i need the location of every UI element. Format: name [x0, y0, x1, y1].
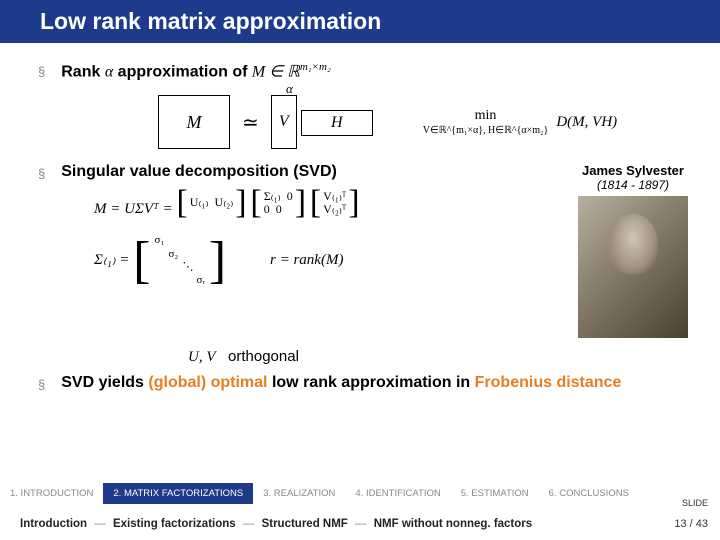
bullet-1: § Rank α approximation of M ∈ ℝm₁×m₂	[38, 61, 682, 81]
s22: 0	[276, 202, 282, 216]
section-nav: 1. INTRODUCTION 2. MATRIX FACTORIZATIONS…	[0, 483, 720, 504]
d0: σ₁	[154, 234, 204, 247]
sylvester-block: James Sylvester (1814 - 1897)	[578, 163, 688, 338]
bullet-3: § SVD yields (global) optimal low rank a…	[38, 374, 682, 392]
nav-3[interactable]: 3. REALIZATION	[253, 483, 345, 504]
slide-number: 13 / 43	[674, 518, 708, 530]
nav-6[interactable]: 6. CONCLUSIONS	[539, 483, 639, 504]
svd-eq2: Σ₍₁₎ = [ σ₁ σ₂ ⋱ σᵣ ] r = rank(M)	[94, 232, 578, 289]
crumb-2[interactable]: Structured NMF	[262, 518, 348, 530]
b1-alpha: α	[105, 63, 113, 80]
matrix-H: H	[301, 110, 373, 136]
crumb-3[interactable]: NMF without nonneg. factors	[374, 518, 532, 530]
min-expression: min V∈ℝ^{m₁×α}, H∈ℝ^{α×m₂}	[423, 108, 549, 137]
v1: V₍₁₎ᵀ	[323, 190, 346, 203]
matrix-V: V	[271, 95, 297, 149]
sylvester-dates: (1814 - 1897)	[578, 178, 688, 192]
eq2-lhs: Σ₍₁₎ =	[94, 252, 129, 268]
factorization-diagram: α M ≃ V H min V∈ℝ^{m₁×α}, H∈ℝ^{α×m₂} D(M…	[158, 95, 682, 149]
svd-eq1: M = UΣVᵀ = [U₍₁₎U₍₂₎] [Σ₍₁₎ 00 0] [V₍₁₎ᵀ…	[94, 189, 578, 218]
b3-h2: Frobenius distance	[475, 374, 622, 391]
bullet-marker: §	[38, 377, 45, 392]
alpha-label: α	[286, 81, 293, 97]
crumb-1[interactable]: Existing factorizations	[113, 518, 236, 530]
b3-mid: low rank approximation in	[272, 374, 470, 391]
min-top: min	[423, 108, 549, 125]
bullet-2: § Singular value decomposition (SVD)	[38, 163, 578, 181]
b3-prefix: SVD yields	[61, 374, 144, 391]
matrix-M: M	[158, 95, 230, 149]
s12: 0	[287, 189, 293, 203]
nav-2[interactable]: 2. MATRIX FACTORIZATIONS	[103, 483, 253, 504]
orthogonal-row: U, V orthogonal	[188, 348, 682, 366]
uv-vars: U, V	[188, 349, 216, 365]
bullet-marker: §	[38, 166, 45, 181]
sylvester-photo	[578, 196, 688, 338]
u1: U₍₁₎	[190, 196, 209, 209]
nav-1[interactable]: 1. INTRODUCTION	[0, 483, 103, 504]
b1-exp: m₁×m₂	[300, 61, 331, 73]
nav-5[interactable]: 5. ESTIMATION	[451, 483, 539, 504]
d2: ⋱	[154, 261, 204, 274]
crumb-0[interactable]: Introduction	[20, 518, 87, 530]
d3: σᵣ	[154, 274, 204, 287]
s21: 0	[264, 202, 270, 216]
rank-eq: r = rank(M)	[270, 252, 343, 268]
orthogonal-label: orthogonal	[228, 348, 299, 365]
sylvester-name: James Sylvester	[578, 163, 688, 178]
v2: V₍₂₎ᵀ	[323, 203, 346, 216]
min-sub: V∈ℝ^{m₁×α}, H∈ℝ^{α×m₂}	[423, 125, 549, 137]
b2-text: Singular value decomposition (SVD)	[61, 163, 337, 181]
slide-title: Low rank matrix approximation	[0, 0, 720, 43]
slide-label: SLIDE	[682, 498, 708, 508]
breadcrumb: Introduction — Existing factorizations —…	[20, 518, 532, 530]
eq1-lhs: M = UΣVᵀ =	[94, 201, 173, 217]
min-right: D(M, VH)	[556, 114, 617, 131]
b1-prefix: Rank	[61, 63, 100, 80]
bullet-marker: §	[38, 64, 45, 79]
u2: U₍₂₎	[215, 196, 234, 209]
b1-of: M ∈ ℝ	[252, 63, 300, 80]
b1-mid: approximation of	[118, 63, 248, 80]
b3-h1: (global) optimal	[148, 374, 267, 391]
s11: Σ₍₁₎	[264, 189, 281, 203]
nav-4[interactable]: 4. IDENTIFICATION	[345, 483, 450, 504]
slide-content: § Rank α approximation of M ∈ ℝm₁×m₂ α M…	[0, 43, 720, 392]
approx-symbol: ≃	[242, 110, 259, 135]
svd-equations: M = UΣVᵀ = [U₍₁₎U₍₂₎] [Σ₍₁₎ 00 0] [V₍₁₎ᵀ…	[94, 189, 578, 289]
d1: σ₂	[154, 248, 204, 261]
